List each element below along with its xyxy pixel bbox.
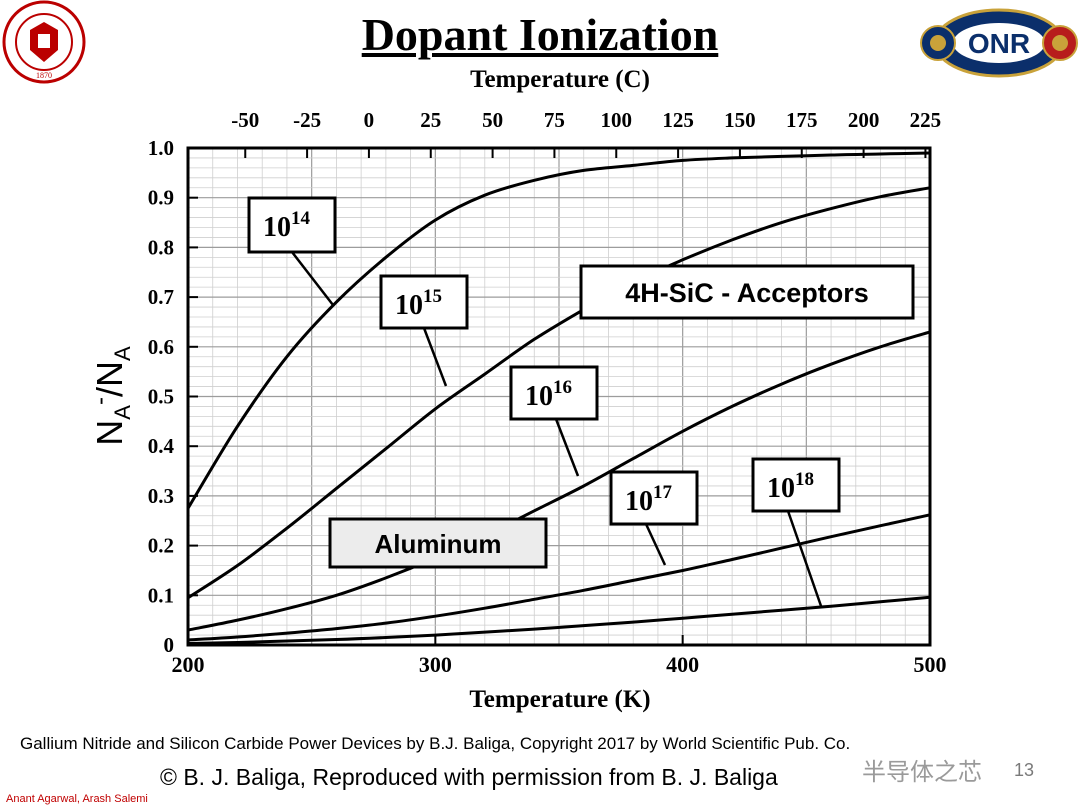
copyright-text: © B. J. Baliga, Reproduced with permissi… [160,764,778,790]
curve-label-exponent: 18 [795,469,814,490]
curve-label: 1017 [625,482,673,517]
slide-title: Dopant Ionization [361,9,719,60]
curve-label-box [609,470,699,526]
citation-text: Gallium Nitride and Silicon Carbide Powe… [20,734,851,753]
series-line [187,513,931,642]
top-tick-label: -25 [293,108,321,132]
svg-text:ONR: ONR [968,28,1030,59]
curve-label-exponent: 14 [291,208,311,229]
y-tick-label: 1.0 [148,136,174,160]
dopant-annotation-text: Aluminum [374,529,501,559]
y-tick-label: 0.6 [148,335,174,359]
y-tick-label: 0 [164,633,175,657]
y-tick-label: 0.1 [148,583,174,607]
series-line [186,151,931,510]
x-tick-label: 300 [419,652,452,677]
svg-text:1870: 1870 [36,71,52,80]
x-tick-label: 500 [914,652,947,677]
curve-label-box [247,196,337,254]
curve-label-box [379,274,469,330]
x-tick-label: 400 [666,652,699,677]
top-tick-label: 50 [482,108,503,132]
dopant-annotation: Aluminum [328,517,548,569]
top-tick-label: -50 [231,108,259,132]
top-tick-label: 0 [364,108,375,132]
curve-label-base: 10 [625,486,653,517]
y-tick-label: 0.8 [148,235,174,259]
curve-label-box [751,457,841,513]
series-line [187,330,931,632]
curve-label-base: 10 [525,381,553,412]
ionization-chart: 200 300 400 50000.10.20.30.40.50.60.70.80.9… [87,66,947,713]
y-tick-label: 0.4 [148,434,175,458]
top-tick-label: 150 [724,108,756,132]
y-axis-title-mid: /N [89,361,130,397]
top-tick-label: 25 [420,108,441,132]
top-tick-label: 225 [910,108,942,132]
curve-label-exponent: 15 [423,286,442,307]
curve-label-base: 10 [263,212,291,243]
top-tick-label: 175 [786,108,818,132]
y-axis-title-sup: - [87,397,114,405]
y-axis-title-sub2: A [110,346,135,361]
top-axis-title: Temperature (C) [470,66,650,93]
top-tick-label: 100 [601,108,633,132]
top-tick-label: 75 [544,108,565,132]
onr-logo: ONR [918,6,1080,80]
curve-label-box [509,365,599,421]
curve-label-leader [786,510,823,607]
top-tick-label: 125 [662,108,694,132]
y-axis-title: NA-/NA [87,346,135,446]
y-tick-label: 0.2 [148,534,174,558]
curve-label-leader [291,251,334,306]
curve-label: 1016 [525,377,572,412]
material-annotation-text: 4H-SiC - Acceptors [625,278,869,308]
axis-ticks: 200 300 400 50000.10.20.30.40.50.60.70.80.9… [148,108,947,677]
curve-label-leader [644,523,667,566]
ohio-state-seal-logo: 1870 [0,0,88,84]
curve-label-base: 10 [767,473,795,504]
y-axis-title-n: N [89,420,130,446]
curve-label-base: 10 [395,290,423,321]
curve-label: 1015 [395,286,442,321]
curve-label-leader [554,418,580,477]
curve-label-exponent: 17 [653,482,673,503]
series-lines [186,151,931,645]
y-tick-label: 0.5 [148,385,174,409]
y-tick-label: 0.7 [148,285,174,309]
material-annotation: 4H-SiC - Acceptors [579,264,915,320]
y-tick-label: 0.3 [148,484,174,508]
authors-text: Anant Agarwal, Arash Salemi [6,793,148,805]
series-line [187,186,931,600]
curve-label-leader [422,327,448,387]
x-axis-title: Temperature (K) [469,686,650,713]
curve-label: 1014 [263,208,311,243]
curve-label: 1018 [767,469,814,504]
curve-label-exponent: 16 [553,377,572,398]
svg-text:NA-/NA: NA-/NA [87,346,135,446]
x-tick-label: 200 [172,652,205,677]
series-line [187,595,931,645]
y-tick-label: 0.9 [148,186,174,210]
watermark-text: 半导体之芯 [862,759,982,786]
y-axis-title-sub1: A [110,405,135,420]
top-tick-label: 200 [848,108,880,132]
slide-number: 13 [1014,760,1035,780]
